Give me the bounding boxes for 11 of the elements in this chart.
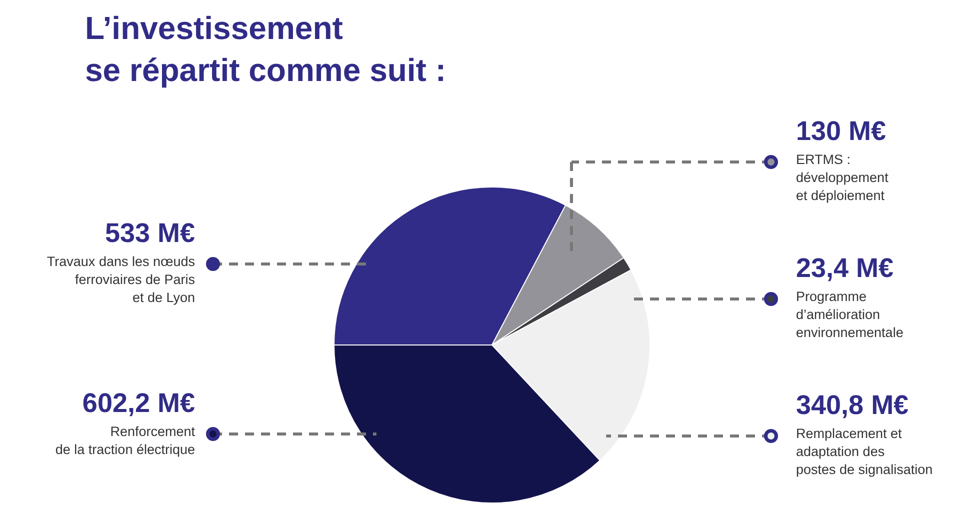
slice-label: Remplacement et adaptation des postes de signalisation xyxy=(796,426,933,477)
data-label: 533 M€ xyxy=(104,218,195,248)
slice-label: Travaux dans les nœuds ferroviaires de Paris et de Lyon xyxy=(46,254,196,305)
chart-title: L’investissement se répartit comme suit : xyxy=(85,10,446,88)
data-label: 602,2 M€ xyxy=(82,388,195,418)
legend-label: ERTMS : développement et déploiement xyxy=(796,152,889,203)
data-label: 340,8 M€ xyxy=(796,390,909,420)
data-label: 23,4 M€ xyxy=(796,253,894,283)
data-label: 130 M€ xyxy=(796,116,886,146)
legend-label: Programme d’amélioration environnementale xyxy=(796,289,904,340)
slice-label: Renforcement de la traction électrique xyxy=(55,424,196,457)
